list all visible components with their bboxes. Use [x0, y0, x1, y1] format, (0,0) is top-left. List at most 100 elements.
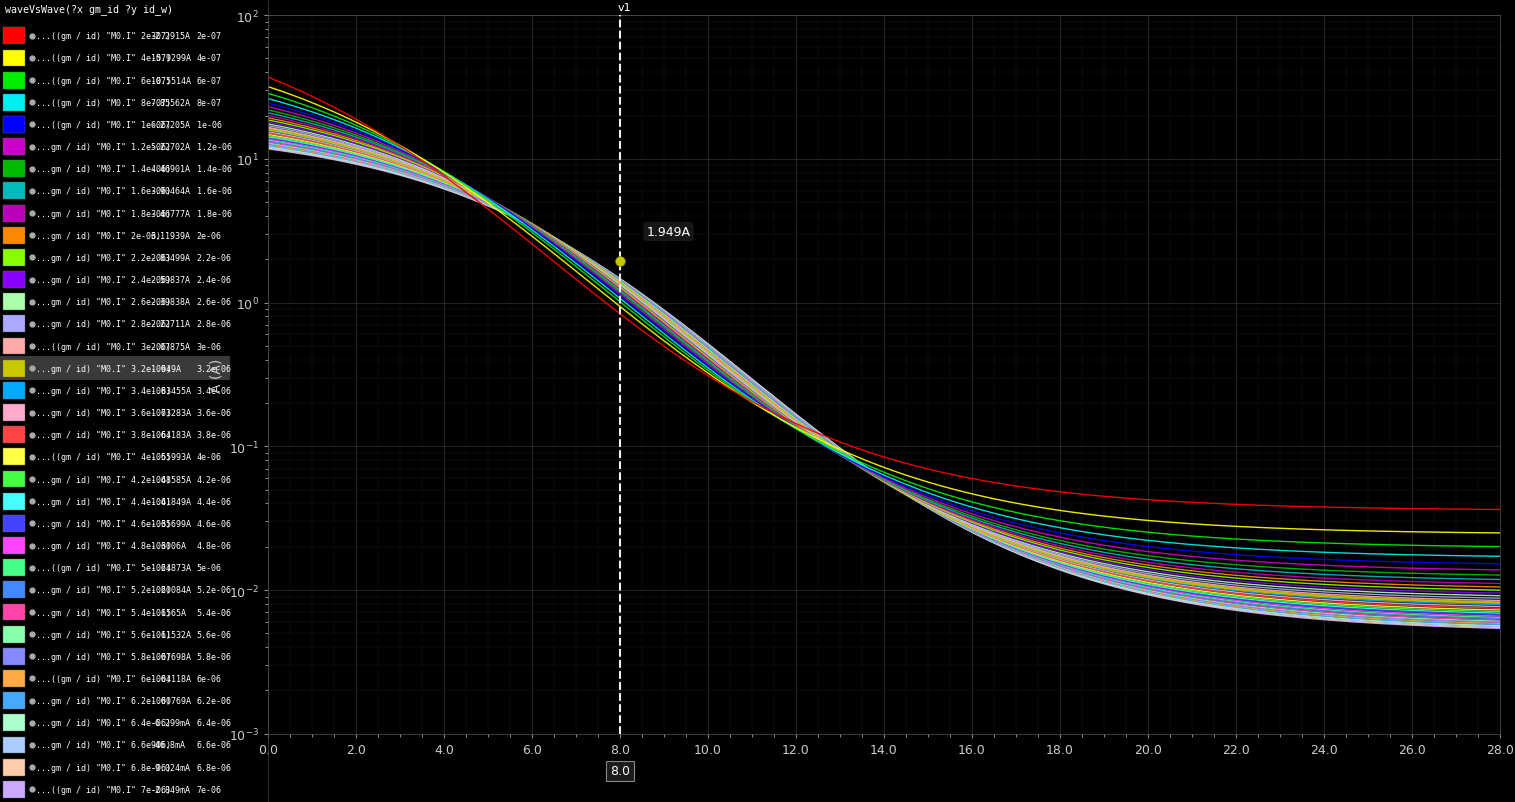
Bar [3, 51, 26, 67]
Text: 1.07698A: 1.07698A [152, 652, 191, 661]
Text: ...gm / id) "M0.I" 1.4e-06): ...gm / id) "M0.I" 1.4e-06) [36, 165, 171, 174]
Text: ...gm / id) "M0.I" 1.8e-06): ...gm / id) "M0.I" 1.8e-06) [36, 209, 171, 218]
Text: 1.949A: 1.949A [152, 364, 180, 373]
Text: 10.5514A: 10.5514A [152, 76, 191, 86]
Text: 2.22711A: 2.22711A [152, 320, 191, 329]
Bar [3, 95, 26, 111]
Text: 946.8mA: 946.8mA [152, 740, 186, 750]
Text: 2.2e-06: 2.2e-06 [197, 253, 232, 262]
Text: ...gm / id) "M0.I" 2.4e-06): ...gm / id) "M0.I" 2.4e-06) [36, 276, 171, 285]
Bar [3, 471, 26, 488]
Bar [3, 427, 26, 444]
Text: 1.20084A: 1.20084A [152, 585, 191, 594]
Text: ...((gm / id) "M0.I" 7e-06): ...((gm / id) "M0.I" 7e-06) [36, 785, 171, 794]
Text: 6e-06: 6e-06 [197, 674, 221, 683]
Text: 5.6e-06: 5.6e-06 [197, 630, 232, 639]
Text: 1.8e-06: 1.8e-06 [197, 209, 232, 218]
Text: 1.41849A: 1.41849A [152, 497, 191, 506]
Bar [3, 560, 26, 577]
Text: 1.949A: 1.949A [647, 225, 691, 239]
Text: ...gm / id) "M0.I" 1.2e-06): ...gm / id) "M0.I" 1.2e-06) [36, 143, 171, 152]
Bar [3, 670, 26, 687]
Text: 6.8e-06: 6.8e-06 [197, 763, 232, 772]
Text: 1.35699A: 1.35699A [152, 519, 191, 529]
Bar [3, 781, 26, 798]
Text: ...gm / id) "M0.I" 3.8e-06): ...gm / id) "M0.I" 3.8e-06) [36, 431, 171, 439]
Bar [3, 28, 26, 45]
Bar [3, 360, 26, 377]
Bar [3, 316, 26, 333]
Text: 1.3006A: 1.3006A [152, 541, 186, 550]
Text: ...((gm / id) "M0.I" 6e-06): ...((gm / id) "M0.I" 6e-06) [36, 674, 171, 683]
Text: 5e-06: 5e-06 [197, 564, 221, 573]
Text: 1.73283A: 1.73283A [152, 408, 191, 418]
Text: 5.8e-06: 5.8e-06 [197, 652, 232, 661]
Text: 3.6e-06: 3.6e-06 [197, 408, 232, 418]
Bar [3, 692, 26, 709]
Text: 5.4e-06: 5.4e-06 [197, 608, 232, 617]
Bar [3, 493, 26, 510]
Text: ...((gm / id) "M0.I" 4e-06): ...((gm / id) "M0.I" 4e-06) [36, 453, 171, 462]
Text: 4.4e-06: 4.4e-06 [197, 497, 232, 506]
Text: 4.46901A: 4.46901A [152, 165, 191, 174]
Text: 4.6e-06: 4.6e-06 [197, 519, 232, 529]
Bar [3, 139, 26, 156]
Text: ...gm / id) "M0.I" 5.2e-06): ...gm / id) "M0.I" 5.2e-06) [36, 585, 171, 594]
Bar [3, 405, 26, 421]
Text: 8e-07: 8e-07 [197, 99, 221, 107]
Text: 3e-06: 3e-06 [197, 342, 221, 351]
Text: 3.2e-06: 3.2e-06 [197, 364, 232, 373]
Text: ...gm / id) "M0.I" 1.6e-06): ...gm / id) "M0.I" 1.6e-06) [36, 187, 171, 196]
Text: 2.83499A: 2.83499A [152, 253, 191, 262]
Text: 4.2e-06: 4.2e-06 [197, 475, 232, 484]
Text: 3.90464A: 3.90464A [152, 187, 191, 196]
Text: 4e-06: 4e-06 [197, 453, 221, 462]
Text: 4e-07: 4e-07 [197, 55, 221, 63]
Text: 3.46777A: 3.46777A [152, 209, 191, 218]
Text: 1.04118A: 1.04118A [152, 674, 191, 683]
Text: -6.299mA: -6.299mA [152, 719, 191, 727]
Text: waveVsWave(?x gm_id ?y id_w): waveVsWave(?x gm_id ?y id_w) [5, 4, 173, 15]
Text: v1: v1 [618, 3, 632, 13]
Bar [3, 117, 26, 134]
Text: 1.1565A: 1.1565A [152, 608, 186, 617]
Text: 6.2e-06: 6.2e-06 [197, 696, 232, 705]
Text: 2e-06: 2e-06 [197, 232, 221, 241]
Y-axis label: A (A): A (A) [209, 358, 223, 392]
Text: 2.8e-06: 2.8e-06 [197, 320, 232, 329]
Text: ...gm / id) "M0.I" 6.2e-06): ...gm / id) "M0.I" 6.2e-06) [36, 696, 171, 705]
Text: ...gm / id) "M0.I" 6.4e-06): ...gm / id) "M0.I" 6.4e-06) [36, 719, 171, 727]
Bar [0, 357, 230, 381]
Text: ...gm / id) "M0.I" 2.6e-06): ...gm / id) "M0.I" 2.6e-06) [36, 298, 171, 307]
Bar [3, 338, 26, 355]
Bar [3, 161, 26, 178]
Bar [3, 581, 26, 598]
Bar [3, 759, 26, 776]
Text: ...gm / id) "M0.I" 5.8e-06): ...gm / id) "M0.I" 5.8e-06) [36, 652, 171, 661]
Text: 1.4e-06: 1.4e-06 [197, 165, 232, 174]
Text: ...gm / id) "M0.I" 3.6e-06): ...gm / id) "M0.I" 3.6e-06) [36, 408, 171, 418]
Text: 3.4e-06: 3.4e-06 [197, 387, 232, 395]
Text: -2.849mA: -2.849mA [152, 785, 191, 794]
Text: 1.11532A: 1.11532A [152, 630, 191, 639]
Text: -9.024mA: -9.024mA [152, 763, 191, 772]
Text: ...gm / id) "M0.I" 6.8e-06): ...gm / id) "M0.I" 6.8e-06) [36, 763, 171, 772]
Text: 1.24873A: 1.24873A [152, 564, 191, 573]
Text: 2e-07: 2e-07 [197, 32, 221, 41]
Bar [3, 537, 26, 554]
Text: ...((gm / id) "M0.I" 3e-06): ...((gm / id) "M0.I" 3e-06) [36, 342, 171, 351]
Text: ...((gm / id) "M0.I" 1e-06): ...((gm / id) "M0.I" 1e-06) [36, 121, 171, 130]
Text: ...((gm / id) "M0.I" 6e-07): ...((gm / id) "M0.I" 6e-07) [36, 76, 171, 86]
Bar [3, 73, 26, 89]
Text: 1.6e-06: 1.6e-06 [197, 187, 232, 196]
Bar [3, 516, 26, 532]
Bar [3, 626, 26, 642]
Text: ...gm / id) "M0.I" 4.6e-06): ...gm / id) "M0.I" 4.6e-06) [36, 519, 171, 529]
Text: 2.07875A: 2.07875A [152, 342, 191, 351]
Text: ...gm / id) "M0.I" 3.2e-06): ...gm / id) "M0.I" 3.2e-06) [36, 364, 171, 373]
Bar [3, 383, 26, 399]
Text: 1.48585A: 1.48585A [152, 475, 191, 484]
Text: 6.4e-06: 6.4e-06 [197, 719, 232, 727]
Text: ...gm / id) "M0.I" 4.2e-06): ...gm / id) "M0.I" 4.2e-06) [36, 475, 171, 484]
Text: 1.00769A: 1.00769A [152, 696, 191, 705]
